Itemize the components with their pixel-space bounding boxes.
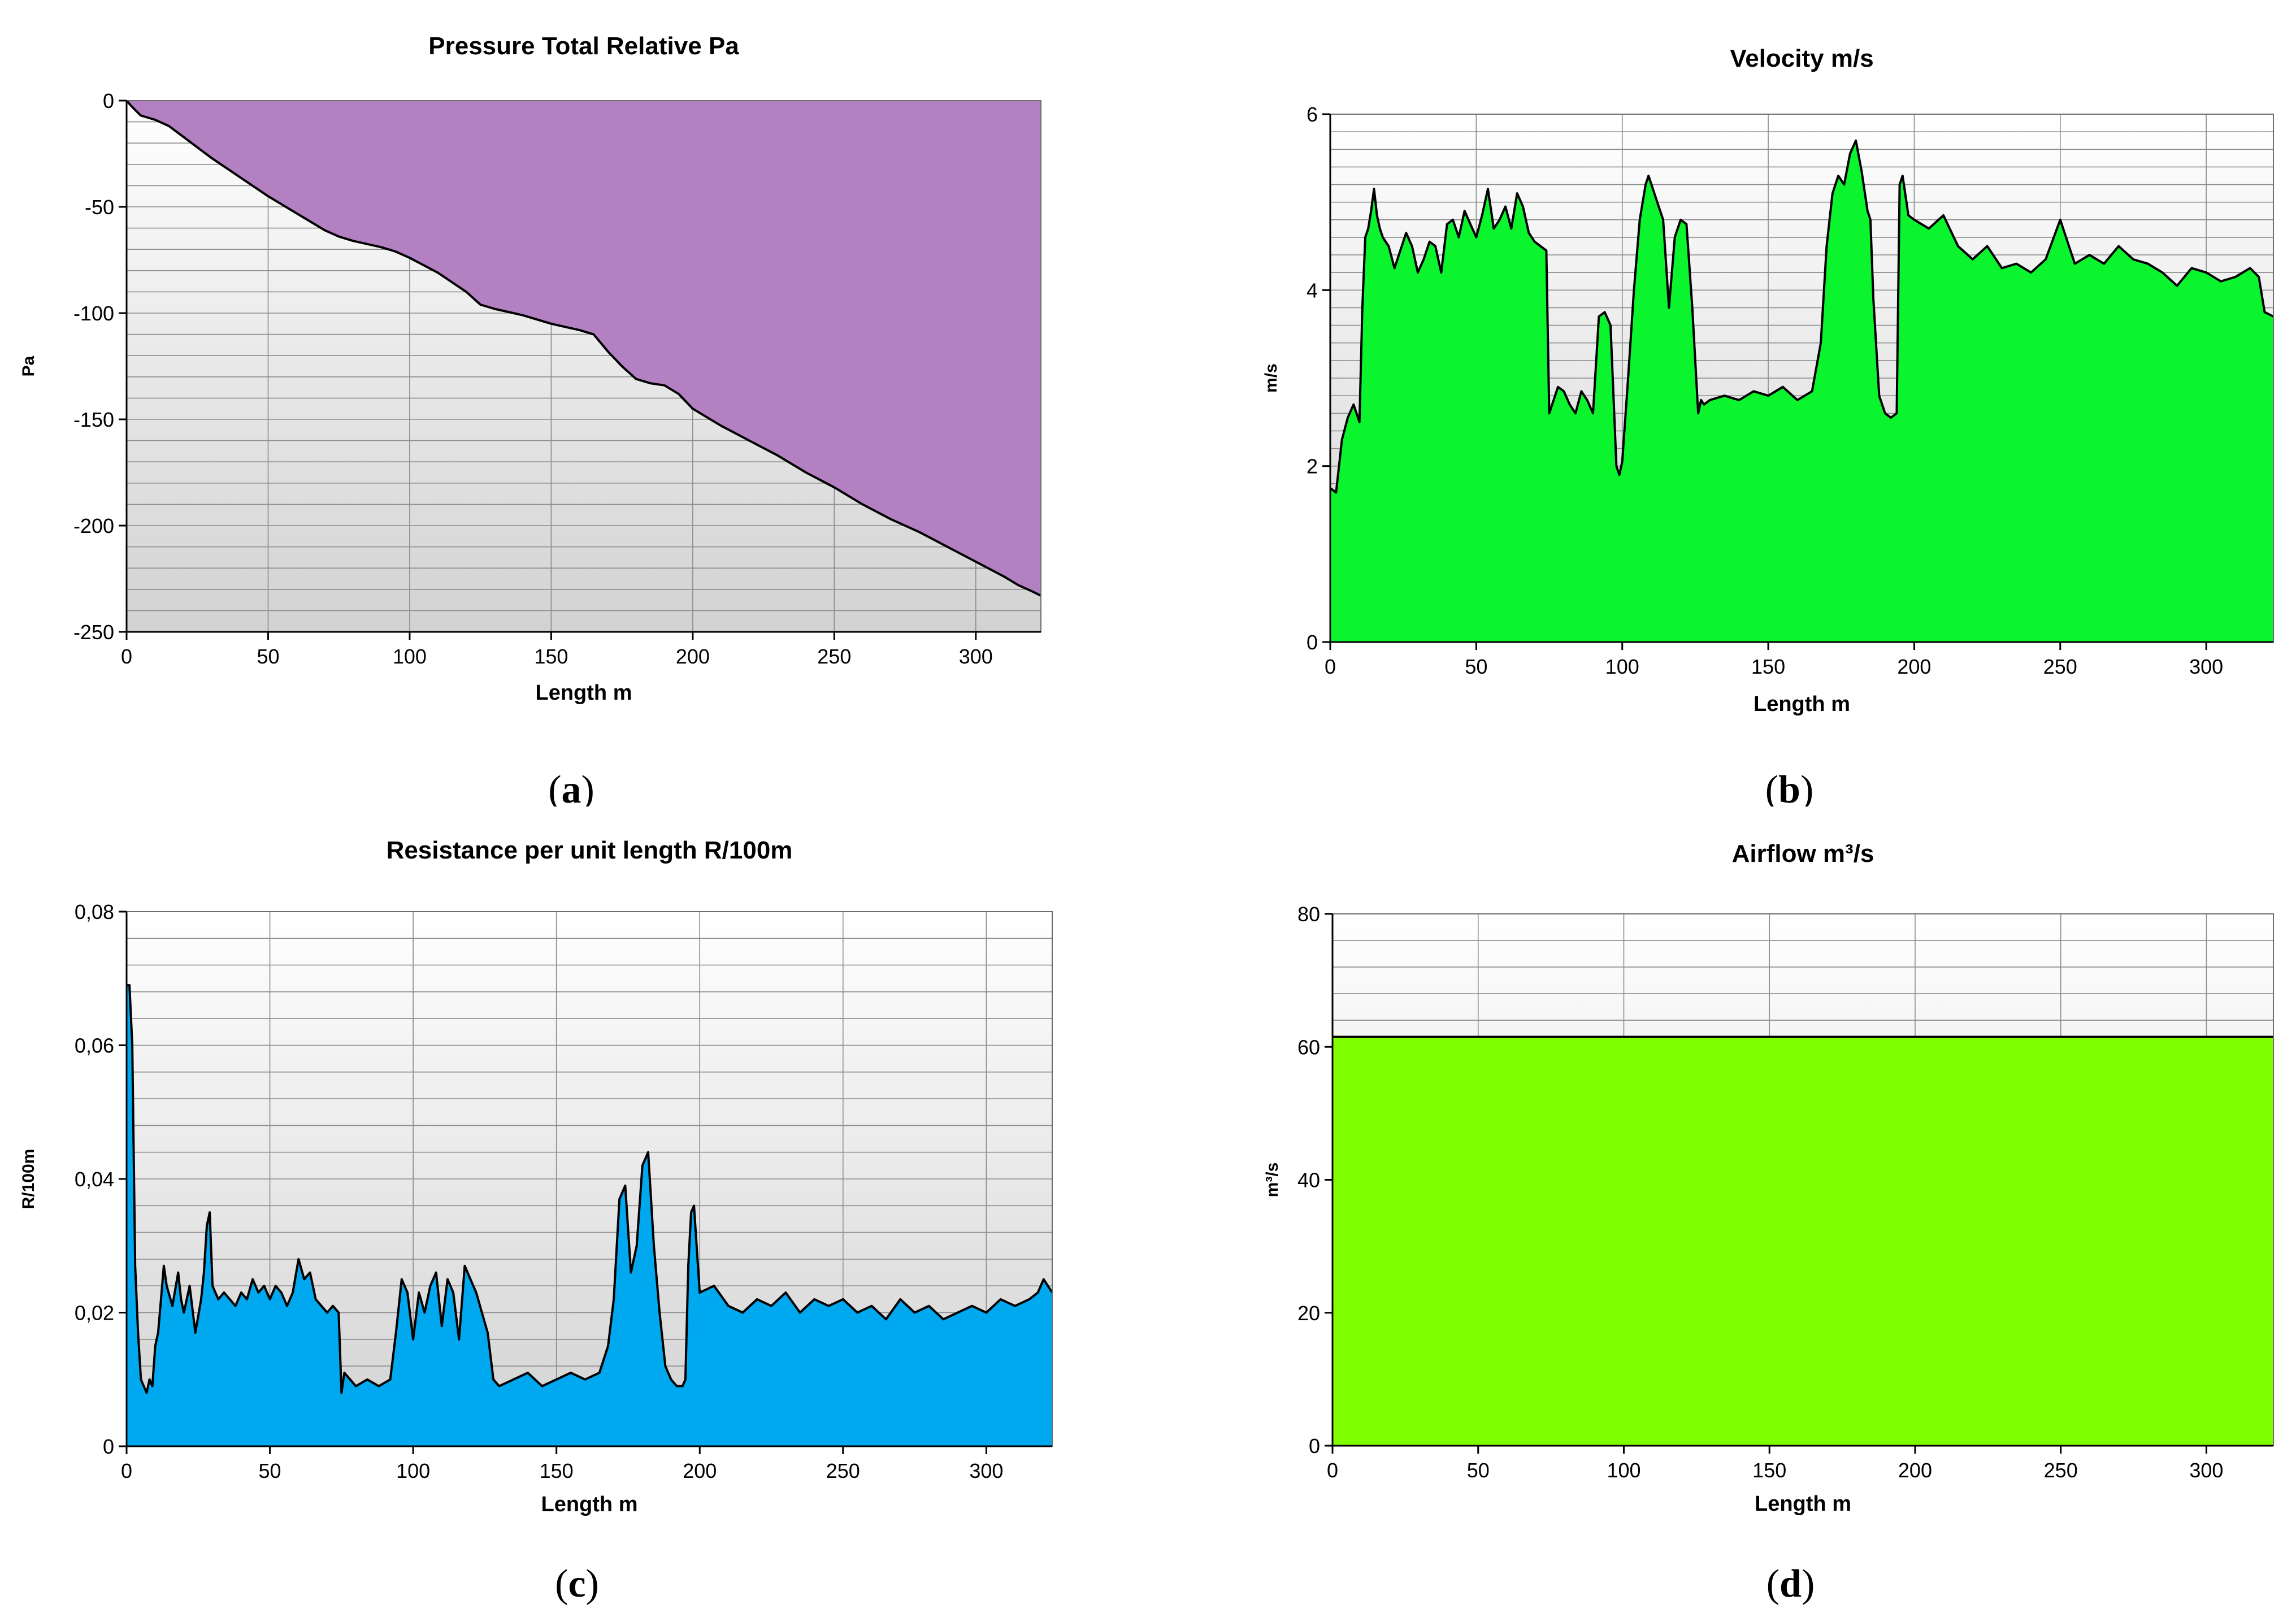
x-tick-label: 0 <box>121 645 132 668</box>
panel-caption: (d) <box>1767 1562 1815 1606</box>
x-tick-label: 0 <box>121 1459 132 1482</box>
y-tick-label: 2 <box>1307 455 1318 478</box>
series-line <box>1329 139 2274 494</box>
chart-panel-a: 0 -50 -100 -150 -200 -250 0 50 100 150 200 250 300 Pr… <box>0 0 1148 806</box>
y-axis-label: m³/s <box>1263 1163 1282 1198</box>
y-tick-label: 80 <box>1297 903 1320 926</box>
y-tick-label: 20 <box>1297 1302 1320 1325</box>
chart-d: 0 20 40 60 80 0 50 100 150 200 250 300 Airflow m³/s L… <box>1263 840 2274 1606</box>
x-tick-label: 50 <box>1467 1459 1490 1482</box>
caption-paren-open: ( <box>548 768 561 806</box>
caption-letter: c <box>568 1562 585 1606</box>
x-tick-label: 50 <box>1465 655 1487 678</box>
caption-paren-close: ) <box>581 768 594 806</box>
x-tick-label: 100 <box>393 645 427 668</box>
y-tick-label: 40 <box>1297 1169 1320 1192</box>
chart-title: Resistance per unit length R/100m <box>387 836 793 864</box>
x-tick-label: 150 <box>534 645 568 668</box>
chart-panel-b: 0 2 4 6 0 50 100 150 200 250 300 Velocity m/s Length… <box>1148 0 2296 806</box>
y-tick-label: 6 <box>1307 103 1318 126</box>
y-axis-label: m/s <box>1262 363 1281 393</box>
y-tick-label: 0,04 <box>75 1168 114 1191</box>
caption-paren-open: ( <box>555 1562 568 1606</box>
series-area <box>1333 1037 2273 1446</box>
y-tick-label: -150 <box>73 408 114 431</box>
y-tick-label: 0,08 <box>75 900 114 923</box>
x-axis-label: Length m <box>541 1493 638 1516</box>
chart-c: 0 0,02 0,04 0,06 0,08 0 50 100 150 200 250 300 Resis… <box>19 836 1053 1606</box>
series-line <box>125 99 1041 597</box>
y-tick-label: -50 <box>85 196 114 219</box>
y-tick-label: -100 <box>73 302 114 325</box>
x-tick-label: 300 <box>969 1459 1003 1482</box>
y-tick-label: 0 <box>1307 631 1318 654</box>
caption-paren-close: ) <box>586 1562 599 1606</box>
x-tick-label: 250 <box>817 645 851 668</box>
chart-b: 0 2 4 6 0 50 100 150 200 250 300 Velocity m/s Length… <box>1262 45 2274 806</box>
x-tick-label: 100 <box>396 1459 430 1482</box>
chart-title: Pressure Total Relative Pa <box>428 32 739 60</box>
chart-title: Airflow m³/s <box>1732 840 1874 868</box>
x-tick-label: 200 <box>683 1459 717 1482</box>
y-axis-label: Pa <box>19 355 38 376</box>
x-tick-label: 200 <box>1897 655 1931 678</box>
x-axis-label: Length m <box>1754 692 1850 716</box>
caption-letter: a <box>562 768 581 806</box>
chart-panel-c: 0 0,02 0,04 0,06 0,08 0 50 100 150 200 250 300 Resis… <box>0 806 1148 1613</box>
x-tick-label: 250 <box>2044 1459 2078 1482</box>
x-tick-label: 100 <box>1607 1459 1640 1482</box>
x-tick-label: 200 <box>1898 1459 1932 1482</box>
x-tick-label: 300 <box>2189 1459 2223 1482</box>
x-tick-label: 200 <box>676 645 710 668</box>
y-tick-label: 0 <box>103 89 114 112</box>
panel-caption: (c) <box>555 1562 599 1606</box>
y-tick-label: -250 <box>73 621 114 644</box>
x-tick-label: 150 <box>1751 655 1785 678</box>
x-tick-label: 150 <box>540 1459 574 1482</box>
chart-title: Velocity m/s <box>1730 45 1873 72</box>
caption-paren-open: ( <box>1767 1562 1779 1606</box>
series-area <box>127 985 1052 1446</box>
y-tick-label: 0 <box>1309 1434 1320 1458</box>
x-axis-label: Length m <box>536 681 632 705</box>
caption-paren-close: ) <box>1800 768 1813 806</box>
y-tick-label: -200 <box>73 514 114 537</box>
caption-paren-open: ( <box>1765 768 1778 806</box>
y-tick-label: 60 <box>1297 1035 1320 1059</box>
panel-caption: (a) <box>548 768 594 806</box>
x-tick-label: 0 <box>1327 1459 1338 1482</box>
x-tick-label: 250 <box>826 1459 860 1482</box>
x-tick-label: 250 <box>2043 655 2077 678</box>
y-tick-label: 4 <box>1307 279 1318 302</box>
caption-paren-close: ) <box>1802 1562 1815 1606</box>
x-tick-label: 150 <box>1752 1459 1786 1482</box>
series-area <box>1330 140 2273 642</box>
x-tick-label: 50 <box>257 645 279 668</box>
x-axis-label: Length m <box>1755 1492 1851 1516</box>
series-line <box>127 984 1053 1394</box>
caption-letter: d <box>1779 1562 1802 1606</box>
x-tick-label: 300 <box>959 645 993 668</box>
panel-caption: (b) <box>1765 768 1814 806</box>
y-axis-label: R/100m <box>19 1149 38 1209</box>
y-tick-label: 0,06 <box>75 1034 114 1057</box>
x-tick-label: 50 <box>259 1459 281 1482</box>
chart-panel-d: 0 20 40 60 80 0 50 100 150 200 250 300 Airflow m³/s L… <box>1148 806 2296 1613</box>
x-tick-label: 0 <box>1325 655 1336 678</box>
series-area <box>127 101 1041 596</box>
x-tick-label: 100 <box>1605 655 1639 678</box>
y-tick-label: 0,02 <box>75 1302 114 1325</box>
x-tick-label: 300 <box>2189 655 2223 678</box>
chart-a: 0 -50 -100 -150 -200 -250 0 50 100 150 200 250 300 Pr… <box>19 32 1041 806</box>
y-tick-label: 0 <box>103 1435 114 1458</box>
caption-letter: b <box>1778 768 1800 806</box>
